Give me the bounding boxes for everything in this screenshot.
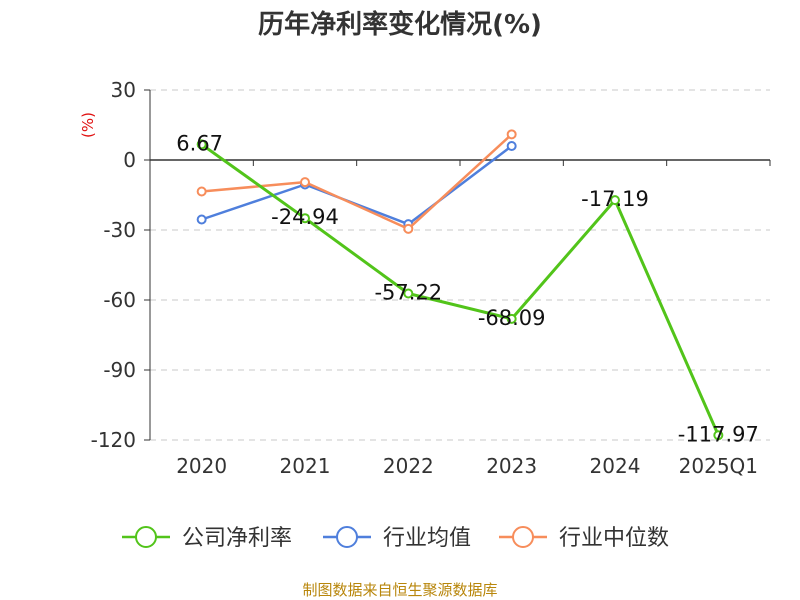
series-line-industry-median: [201, 133, 513, 231]
data-point[interactable]: [506, 129, 517, 140]
data-point[interactable]: [403, 223, 414, 234]
x-tick-label: 2023: [486, 454, 537, 478]
x-tick-label: 2025Q1: [679, 454, 758, 478]
x-tick-label: 2024: [590, 454, 641, 478]
data-point[interactable]: [300, 213, 310, 224]
data-point[interactable]: [713, 430, 724, 441]
legend: 公司净利率 行业均值 行业中位数: [122, 526, 669, 551]
x-tick-label: 2020: [176, 454, 227, 478]
y-tick-label: -90: [103, 358, 136, 382]
data-label: -68.09: [478, 306, 546, 330]
data-label: -24.94: [271, 205, 339, 229]
data-point[interactable]: [506, 313, 517, 324]
axes: 30 0 -30 -60 -90 -120 2020 2021 2022 2023 2024 2025…: [91, 78, 771, 478]
data-point[interactable]: [196, 186, 207, 197]
data-point[interactable]: [403, 288, 414, 299]
data-label: -117.97: [678, 422, 759, 446]
series-lines: [196, 129, 724, 441]
data-label: -17.19: [581, 187, 649, 211]
data-label: 6.67: [176, 131, 223, 155]
data-point[interactable]: [300, 177, 310, 188]
source-note: 制图数据来自恒生聚源数据库: [302, 581, 497, 599]
x-tick-label: 2021: [280, 454, 331, 478]
x-tick-label: 2022: [383, 454, 434, 478]
chart-title: 历年净利率变化情况(%): [258, 9, 542, 40]
y-tick-label: 30: [111, 78, 136, 102]
y-tick-label: -120: [91, 428, 136, 452]
legend-marker: [512, 526, 534, 548]
legend-label[interactable]: 行业均值: [383, 526, 471, 551]
legend-label[interactable]: 公司净利率: [182, 526, 292, 551]
y-axis-unit: (%): [79, 112, 97, 138]
series-line-company: [200, 143, 720, 436]
data-labels: 6.67 -24.94 -57.22 -68.09 -17.19 -117.97: [176, 131, 759, 446]
legend-marker: [135, 526, 157, 548]
y-tick-label: 0: [123, 148, 136, 172]
data-label: -57.22: [374, 281, 442, 305]
data-point[interactable]: [196, 214, 207, 225]
legend-label[interactable]: 行业中位数: [559, 526, 669, 551]
data-point[interactable]: [610, 195, 620, 206]
y-tick-label: -60: [103, 288, 136, 312]
data-point[interactable]: [196, 139, 207, 150]
series-line-industry-mean: [201, 145, 513, 226]
y-tick-label: -30: [103, 218, 136, 242]
legend-marker: [336, 526, 358, 548]
data-point[interactable]: [506, 141, 517, 151]
grid-lines: [150, 89, 770, 441]
